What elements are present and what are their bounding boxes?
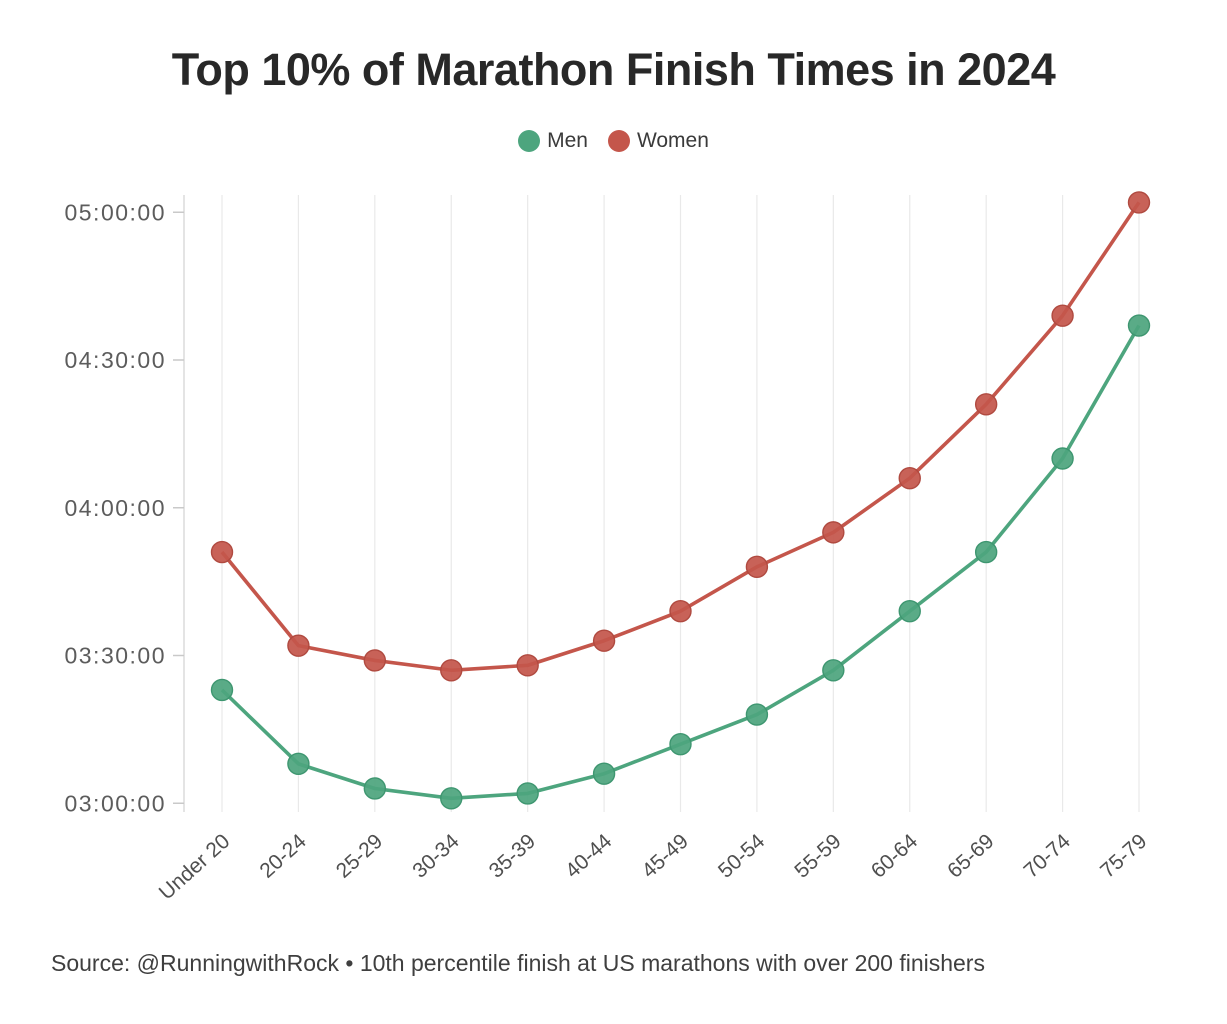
x-axis-label-65-69: 65-69 — [943, 830, 998, 883]
men-series-swatch-icon — [518, 130, 541, 152]
data-point-men-55-59 — [822, 659, 845, 682]
data-point-men-20-24 — [287, 752, 310, 776]
data-point-men-45-49 — [669, 732, 692, 756]
data-point-women-65-69 — [974, 393, 998, 416]
data-point-men-65-69 — [974, 540, 998, 564]
x-axis-label-20-24: 20-24 — [255, 829, 311, 882]
x-axis-label-25-29: 25-29 — [332, 830, 387, 883]
data-point-women-55-59 — [822, 521, 845, 544]
x-axis-label-75-79: 75-79 — [1096, 830, 1151, 883]
data-point-women-30-34 — [440, 659, 463, 682]
legend-item-men: Men — [518, 129, 588, 153]
x-axis-label-under-20: Under 20 — [155, 830, 235, 905]
x-axis-label-50-54: 50-54 — [714, 829, 770, 882]
x-axis-label-55-59: 55-59 — [790, 830, 845, 883]
data-point-men-50-54 — [745, 703, 769, 726]
data-point-women-45-49 — [669, 599, 692, 623]
y-tick-label-04-30-00: 04:30:00 — [64, 347, 166, 373]
x-axis-label-35-39: 35-39 — [485, 830, 540, 883]
y-tick-label-03-00-00: 03:00:00 — [64, 790, 166, 816]
chart-title: Top 10% of Marathon Finish Times in 2024 — [171, 44, 1056, 95]
women-series-swatch-icon — [607, 130, 630, 152]
x-axis-label-30-34: 30-34 — [408, 829, 464, 882]
legend-label-men: Men — [547, 129, 588, 152]
data-point-men-70-74 — [1051, 447, 1074, 470]
y-tick-label-04-00-00: 04:00:00 — [64, 495, 166, 521]
data-point-women-under-20 — [210, 540, 234, 564]
legend-label-women: Women — [636, 129, 709, 152]
data-point-women-50-54 — [745, 555, 769, 579]
data-point-men-75-79 — [1127, 314, 1151, 337]
data-point-men-under-20 — [210, 678, 234, 702]
y-tick-label-03-30-00: 03:30:00 — [64, 643, 166, 669]
data-point-women-35-39 — [516, 654, 539, 677]
data-point-women-75-79 — [1127, 191, 1151, 214]
source-note: Source: @RunningwithRock • 10th percenti… — [51, 950, 985, 976]
data-point-women-25-29 — [363, 649, 387, 672]
data-point-men-40-44 — [592, 762, 616, 785]
y-tick-label-05-00-00: 05:00:00 — [64, 199, 166, 225]
data-point-men-30-34 — [440, 787, 463, 810]
x-axis-label-60-64: 60-64 — [867, 829, 923, 882]
data-point-men-25-29 — [363, 777, 387, 800]
data-point-men-35-39 — [516, 782, 539, 805]
x-axis-label-45-49: 45-49 — [638, 830, 693, 883]
data-point-women-60-64 — [898, 467, 921, 490]
chart-legend: Men Women — [0, 129, 1227, 153]
data-point-women-40-44 — [592, 629, 616, 652]
data-point-men-60-64 — [898, 599, 921, 623]
data-point-women-70-74 — [1051, 304, 1074, 327]
x-axis-label-70-74: 70-74 — [1020, 829, 1076, 882]
legend-item-women: Women — [607, 129, 709, 153]
data-point-women-20-24 — [287, 634, 310, 657]
x-axis-label-40-44: 40-44 — [561, 829, 617, 882]
